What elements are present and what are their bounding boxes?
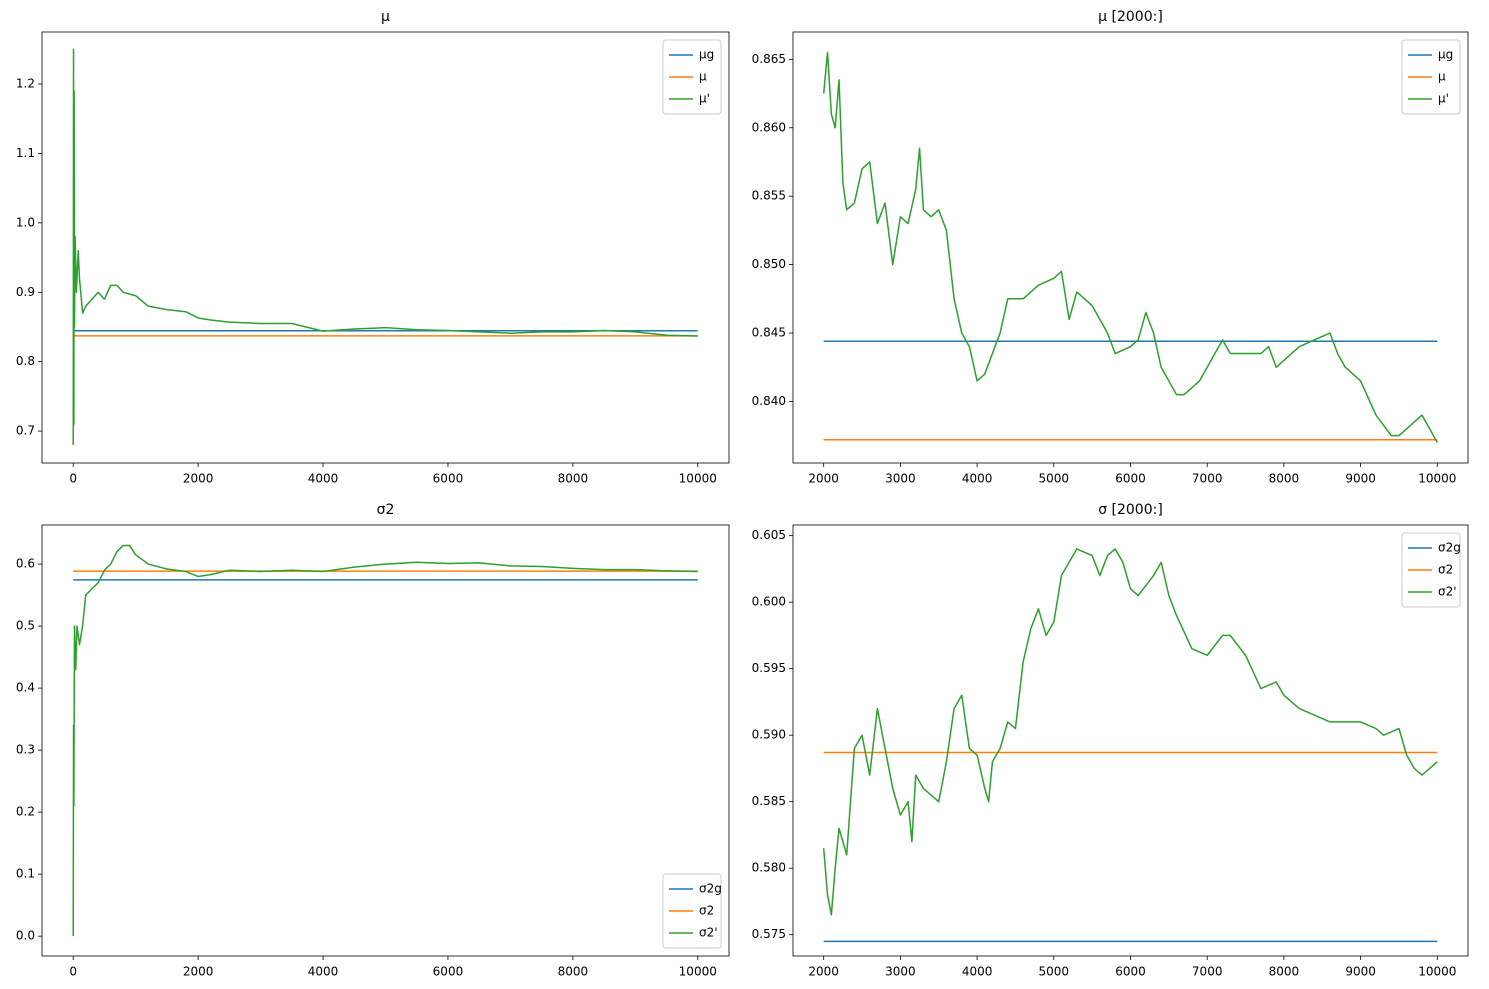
- x-tick-label: 2000: [183, 965, 214, 979]
- y-tick-label: 0.850: [752, 257, 786, 271]
- x-tick-label: 8000: [558, 472, 589, 486]
- y-tick-label: 0.7: [16, 424, 35, 438]
- x-tick-label: 6000: [433, 965, 464, 979]
- axes-frame: [41, 31, 730, 464]
- y-tick-label: 0.1: [16, 867, 35, 881]
- axes-frame: [792, 524, 1469, 957]
- y-tick-label: 0.585: [752, 794, 786, 808]
- x-tick-label: 2000: [183, 472, 214, 486]
- chart-title: σ2: [377, 502, 395, 518]
- y-tick-label: 0.2: [16, 805, 35, 819]
- x-tick-label: 7000: [1192, 965, 1223, 979]
- y-tick-label: 0.865: [752, 52, 786, 66]
- x-tick-label: 0: [69, 472, 77, 486]
- y-tick-label: 0.575: [752, 927, 786, 941]
- x-tick-label: 0: [69, 965, 77, 979]
- x-tick-label: 5000: [1039, 965, 1070, 979]
- legend-label: μ': [699, 92, 710, 106]
- legend-label: μ: [699, 70, 707, 84]
- x-tick-label: 8000: [1269, 472, 1300, 486]
- x-tick-label: 3000: [885, 472, 916, 486]
- x-tick-label: 8000: [558, 965, 589, 979]
- legend-label: μg: [1438, 48, 1453, 62]
- legend-label: σ2': [1438, 585, 1457, 599]
- y-tick-label: 0.860: [752, 120, 786, 134]
- x-tick-label: 8000: [1269, 965, 1300, 979]
- y-tick-label: 0.3: [16, 743, 35, 757]
- y-tick-label: 0.0: [16, 929, 35, 943]
- y-tick-label: 0.595: [752, 661, 786, 675]
- x-tick-label: 9000: [1345, 472, 1376, 486]
- x-tick-label: 10000: [679, 472, 717, 486]
- y-tick-label: 0.605: [752, 528, 786, 542]
- x-tick-label: 10000: [1418, 965, 1456, 979]
- x-tick-label: 10000: [1418, 472, 1456, 486]
- chart-title: σ [2000:]: [1098, 502, 1163, 518]
- x-tick-label: 4000: [962, 472, 993, 486]
- legend-label: μ: [1438, 70, 1446, 84]
- y-tick-label: 0.855: [752, 189, 786, 203]
- chart-title: μ: [381, 9, 390, 25]
- y-tick-label: 1.1: [16, 146, 35, 160]
- legend-label: μ': [1438, 92, 1449, 106]
- legend-label: σ2g: [1438, 541, 1461, 555]
- x-tick-label: 5000: [1039, 472, 1070, 486]
- series-line: [822, 548, 1438, 916]
- y-tick-label: 0.6: [16, 557, 35, 571]
- x-tick-label: 2000: [808, 965, 839, 979]
- y-tick-label: 0.8: [16, 354, 35, 368]
- x-tick-label: 6000: [1115, 965, 1146, 979]
- series-line: [72, 544, 698, 937]
- legend-label: σ2: [1438, 563, 1453, 577]
- axes-frame: [792, 31, 1469, 464]
- y-tick-label: 0.4: [16, 681, 35, 695]
- y-tick-label: 0.580: [752, 861, 786, 875]
- legend-label: σ2g: [699, 882, 722, 896]
- y-tick-label: 0.845: [752, 326, 786, 340]
- legend-label: σ2': [699, 926, 718, 940]
- y-tick-label: 0.9: [16, 285, 35, 299]
- series-line: [822, 51, 1438, 443]
- x-tick-label: 3000: [885, 965, 916, 979]
- x-tick-label: 7000: [1192, 472, 1223, 486]
- legend-label: μg: [699, 48, 714, 62]
- y-tick-label: 0.5: [16, 619, 35, 633]
- x-tick-label: 10000: [679, 965, 717, 979]
- x-tick-label: 4000: [308, 965, 339, 979]
- y-tick-label: 1.2: [16, 77, 35, 91]
- x-tick-label: 4000: [308, 472, 339, 486]
- y-tick-label: 1.0: [16, 215, 35, 229]
- x-tick-label: 9000: [1345, 965, 1376, 979]
- x-tick-label: 6000: [433, 472, 464, 486]
- axes-frame: [41, 524, 730, 957]
- x-tick-label: 4000: [962, 965, 993, 979]
- y-tick-label: 0.590: [752, 728, 786, 742]
- x-tick-label: 6000: [1115, 472, 1146, 486]
- x-tick-label: 2000: [808, 472, 839, 486]
- series-line: [72, 48, 698, 445]
- y-tick-label: 0.840: [752, 394, 786, 408]
- legend-label: σ2: [699, 904, 714, 918]
- chart-title: μ [2000:]: [1098, 9, 1163, 25]
- y-tick-label: 0.600: [752, 595, 786, 609]
